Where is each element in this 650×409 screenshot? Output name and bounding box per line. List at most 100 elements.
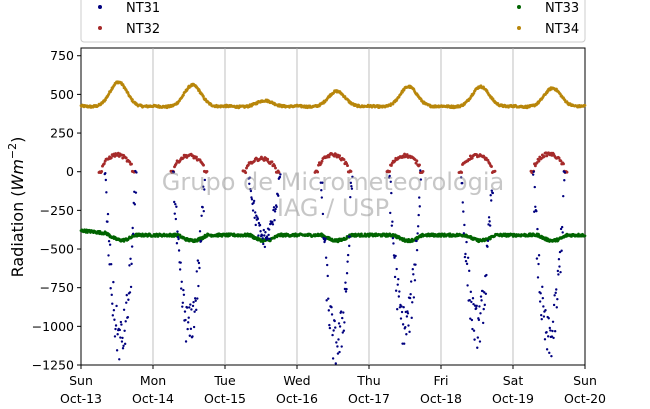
data-point <box>321 181 324 184</box>
data-point <box>267 233 270 237</box>
data-point <box>190 308 193 311</box>
data-point <box>583 234 587 238</box>
data-point <box>476 336 480 339</box>
data-point <box>536 227 539 231</box>
data-point <box>388 174 391 178</box>
data-point <box>260 234 264 237</box>
data-point <box>180 287 183 290</box>
data-point <box>463 255 467 259</box>
data-point <box>405 333 408 336</box>
data-point <box>547 317 550 320</box>
data-point <box>472 329 476 332</box>
data-point <box>202 163 205 167</box>
data-point <box>421 169 425 173</box>
data-point <box>551 329 554 333</box>
series-points <box>79 80 587 365</box>
data-point <box>326 274 329 278</box>
data-point <box>545 154 549 158</box>
data-point <box>131 226 134 230</box>
data-point <box>175 205 178 208</box>
data-point <box>348 244 351 248</box>
data-point <box>255 214 258 217</box>
data-point <box>192 300 195 304</box>
data-point <box>488 224 492 227</box>
data-point <box>419 169 422 172</box>
data-point <box>122 344 125 348</box>
data-point <box>466 284 469 287</box>
data-point <box>102 162 106 166</box>
data-point <box>533 185 536 189</box>
data-point <box>133 203 137 206</box>
data-point <box>395 267 398 271</box>
x-tick-label-day: Sun <box>573 373 597 388</box>
data-point <box>174 202 177 206</box>
legend: NT31 NT32 NT33 NT34 <box>80 0 586 43</box>
data-point <box>490 165 493 168</box>
data-point <box>338 350 341 354</box>
x-tick-label-day: Fri <box>434 373 449 388</box>
y-tick-label: 0 <box>66 164 74 179</box>
data-point <box>191 335 194 338</box>
data-point <box>390 224 394 227</box>
data-point <box>535 257 539 260</box>
data-point <box>350 187 354 190</box>
data-point <box>272 206 276 209</box>
data-point <box>182 288 185 292</box>
data-point <box>184 318 187 322</box>
data-point <box>533 210 536 213</box>
data-point <box>480 299 483 302</box>
data-point <box>410 316 413 320</box>
data-point <box>562 194 565 198</box>
data-point <box>535 209 538 213</box>
data-point <box>558 250 562 254</box>
data-point <box>328 323 331 327</box>
data-point <box>468 154 472 158</box>
x-tick-label-day: Thu <box>356 373 380 388</box>
data-point <box>541 285 544 289</box>
data-point <box>321 212 325 216</box>
data-point <box>202 185 205 188</box>
data-point <box>559 159 563 163</box>
data-point <box>130 245 134 248</box>
data-point <box>462 210 465 213</box>
data-point <box>135 171 138 174</box>
data-point <box>181 305 184 308</box>
data-point <box>193 310 196 313</box>
data-point <box>489 237 492 241</box>
data-point <box>462 232 466 235</box>
data-point <box>271 223 275 226</box>
y-tick-label: −750 <box>40 280 74 295</box>
data-point <box>336 352 340 355</box>
data-point <box>107 240 111 243</box>
legend-label: NT32 <box>126 22 160 37</box>
legend-marker <box>517 5 521 9</box>
data-point <box>474 307 478 310</box>
data-point <box>203 188 206 191</box>
data-point <box>128 160 132 164</box>
data-point <box>257 234 260 237</box>
y-axis-label-exponent: −2 <box>6 143 19 159</box>
data-point <box>409 280 413 283</box>
data-point <box>106 212 110 216</box>
legend-label: NT34 <box>545 22 579 37</box>
data-point <box>419 178 423 181</box>
data-point <box>478 340 482 343</box>
data-point <box>195 155 198 159</box>
data-point <box>481 289 484 293</box>
data-point <box>389 211 392 215</box>
data-point <box>336 345 339 348</box>
data-point <box>479 312 482 315</box>
data-point <box>536 276 540 279</box>
data-point <box>110 293 113 297</box>
x-tick-label-date: Oct-20 <box>564 391 606 406</box>
data-point <box>482 307 485 311</box>
y-axis-label-text: Radiation ( <box>8 190 27 277</box>
data-point <box>174 162 178 165</box>
data-point <box>326 263 329 267</box>
data-point <box>563 171 567 174</box>
data-point <box>393 275 397 279</box>
data-point <box>483 291 486 294</box>
data-point <box>557 258 561 261</box>
data-point <box>277 170 281 174</box>
y-tick-label: −500 <box>40 242 74 257</box>
